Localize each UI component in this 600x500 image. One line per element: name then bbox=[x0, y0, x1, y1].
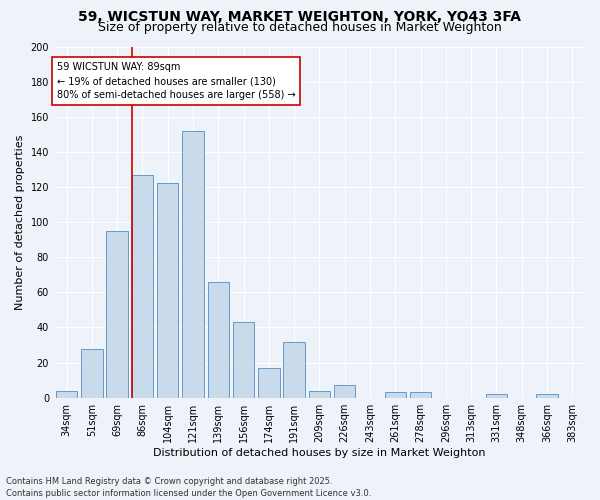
Bar bbox=[410, 392, 431, 398]
X-axis label: Distribution of detached houses by size in Market Weighton: Distribution of detached houses by size … bbox=[153, 448, 486, 458]
Bar bbox=[283, 342, 305, 398]
Bar bbox=[106, 231, 128, 398]
Bar bbox=[233, 322, 254, 398]
Bar bbox=[56, 390, 77, 398]
Bar bbox=[182, 131, 204, 398]
Bar bbox=[131, 174, 153, 398]
Bar bbox=[334, 386, 355, 398]
Bar bbox=[208, 282, 229, 398]
Text: Size of property relative to detached houses in Market Weighton: Size of property relative to detached ho… bbox=[98, 21, 502, 34]
Bar bbox=[536, 394, 558, 398]
Bar bbox=[309, 390, 330, 398]
Bar bbox=[385, 392, 406, 398]
Y-axis label: Number of detached properties: Number of detached properties bbox=[15, 134, 25, 310]
Bar bbox=[486, 394, 507, 398]
Bar bbox=[157, 184, 178, 398]
Text: 59, WICSTUN WAY, MARKET WEIGHTON, YORK, YO43 3FA: 59, WICSTUN WAY, MARKET WEIGHTON, YORK, … bbox=[79, 10, 521, 24]
Bar bbox=[81, 348, 103, 398]
Text: 59 WICSTUN WAY: 89sqm
← 19% of detached houses are smaller (130)
80% of semi-det: 59 WICSTUN WAY: 89sqm ← 19% of detached … bbox=[56, 62, 295, 100]
Bar bbox=[258, 368, 280, 398]
Text: Contains HM Land Registry data © Crown copyright and database right 2025.
Contai: Contains HM Land Registry data © Crown c… bbox=[6, 476, 371, 498]
